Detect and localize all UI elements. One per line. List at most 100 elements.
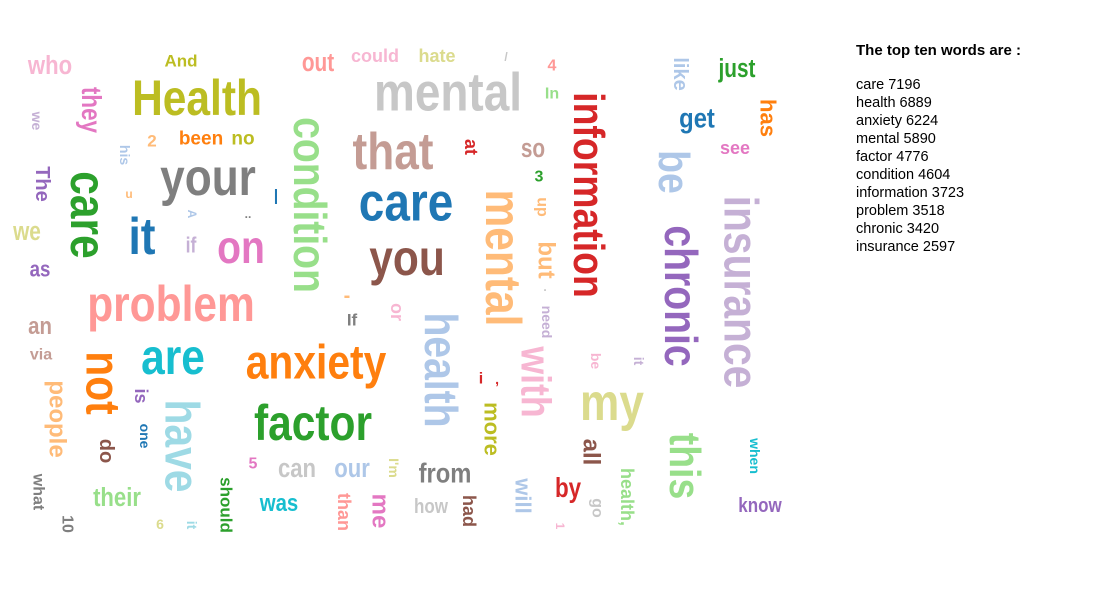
- cloud-word: just: [718, 54, 756, 83]
- cloud-word: me: [367, 494, 394, 529]
- top-ten-count: 7196: [884, 77, 921, 93]
- cloud-word: was: [259, 490, 298, 517]
- cloud-word: who: [27, 51, 72, 80]
- cloud-word: will: [511, 477, 536, 513]
- cloud-word: /: [504, 50, 508, 64]
- cloud-word: we: [29, 111, 45, 131]
- top-ten-word: care: [856, 77, 885, 93]
- cloud-word: go: [589, 498, 606, 518]
- top-ten-word: information: [856, 185, 928, 201]
- top-ten-item: factor 4776: [856, 148, 1096, 166]
- cloud-word: problem: [87, 276, 255, 332]
- cloud-word: anxiety: [246, 337, 387, 390]
- cloud-word: our: [334, 454, 370, 483]
- cloud-word: 3: [535, 169, 544, 186]
- cloud-word: do: [95, 439, 117, 463]
- cloud-word: all: [578, 439, 605, 466]
- cloud-word: ..: [245, 207, 252, 221]
- cloud-word: this: [660, 433, 710, 499]
- cloud-word: on: [217, 222, 265, 274]
- top-ten-word: anxiety: [856, 113, 902, 129]
- cloud-word: we: [12, 217, 41, 246]
- cloud-word: or: [387, 303, 407, 321]
- cloud-word: you: [369, 230, 445, 286]
- cloud-word: had: [459, 495, 479, 527]
- cloud-word: their: [93, 483, 141, 512]
- cloud-word: information: [564, 92, 614, 298]
- top-ten-count: 2597: [918, 239, 956, 255]
- cloud-word: care: [359, 172, 453, 232]
- cloud-word: they: [76, 87, 107, 133]
- top-ten-count: 5890: [899, 131, 936, 147]
- cloud-word: when: [747, 437, 763, 474]
- cloud-word: at: [461, 139, 481, 155]
- cloud-word: should: [217, 477, 236, 533]
- top-ten-title: The top ten words are :: [856, 42, 1022, 59]
- cloud-word: more: [480, 402, 505, 456]
- top-ten-count: 4604: [914, 167, 951, 183]
- top-ten-count: 4776: [892, 149, 929, 165]
- cloud-word: what: [30, 473, 47, 511]
- cloud-word: been: [179, 129, 223, 150]
- cloud-word: health: [414, 312, 466, 427]
- cloud-word: how: [414, 495, 448, 518]
- cloud-word: |: [274, 188, 278, 205]
- cloud-word: 5: [249, 456, 258, 473]
- cloud-word: like: [669, 57, 691, 90]
- cloud-word: The: [31, 166, 53, 202]
- cloud-word: u: [125, 187, 132, 201]
- top-ten-word: health: [856, 95, 896, 111]
- cloud-word: need: [539, 306, 555, 339]
- cloud-word: could: [351, 46, 399, 66]
- cloud-word: has: [756, 99, 781, 137]
- top-ten-item: chronic 3420: [856, 220, 1096, 238]
- cloud-word: via: [30, 347, 52, 364]
- cloud-word: one: [137, 424, 153, 449]
- top-ten-panel: The top ten words are : care 7196 health …: [856, 42, 1096, 256]
- cloud-word: an: [28, 313, 52, 340]
- cloud-word: out: [302, 48, 334, 77]
- cloud-word: get: [679, 102, 715, 134]
- top-ten-count: 3723: [927, 185, 965, 201]
- top-ten-count: 6889: [895, 95, 932, 111]
- cloud-word: no: [231, 129, 254, 150]
- top-ten-word: problem: [856, 203, 909, 219]
- top-ten-item: information 3723: [856, 184, 1096, 202]
- cloud-word: by: [555, 473, 581, 504]
- cloud-word: care: [60, 171, 116, 258]
- cloud-word: are: [141, 329, 205, 385]
- cloud-word: can: [278, 454, 316, 483]
- cloud-word: mental: [475, 190, 531, 327]
- cloud-word: that: [352, 123, 433, 181]
- cloud-word: from: [419, 457, 472, 489]
- cloud-word: your: [160, 149, 256, 207]
- cloud-word: up: [534, 197, 551, 217]
- cloud-word: if: [186, 234, 197, 258]
- cloud-word: it: [184, 521, 200, 530]
- cloud-word: 4: [548, 58, 557, 75]
- top-ten-word: condition: [856, 167, 915, 183]
- cloud-word: than: [334, 493, 354, 531]
- cloud-word: condition: [283, 117, 335, 293]
- cloud-word: but: [533, 241, 560, 278]
- cloud-word: chronic: [654, 225, 706, 366]
- top-ten-item: condition 4604: [856, 166, 1096, 184]
- top-ten-count: 3420: [902, 221, 940, 237]
- top-ten-item: insurance 2597: [856, 238, 1096, 256]
- top-ten-count: 3518: [908, 203, 945, 219]
- cloud-word: his: [117, 145, 133, 165]
- cloud-word: ,: [495, 371, 499, 387]
- cloud-word: -: [344, 285, 351, 307]
- cloud-word: hate: [418, 46, 455, 66]
- top-ten-count: 6224: [901, 113, 939, 129]
- cloud-word: 6: [156, 516, 164, 532]
- top-ten-item: anxiety 6224: [856, 112, 1096, 130]
- cloud-word: so: [521, 134, 545, 163]
- cloud-word: i: [479, 371, 483, 388]
- top-ten-word: chronic: [856, 221, 903, 237]
- top-ten-word: factor: [856, 149, 893, 165]
- cloud-word: my: [580, 374, 644, 432]
- cloud-word: is: [131, 388, 151, 403]
- cloud-word: And: [164, 52, 197, 71]
- cloud-word: .: [543, 280, 546, 294]
